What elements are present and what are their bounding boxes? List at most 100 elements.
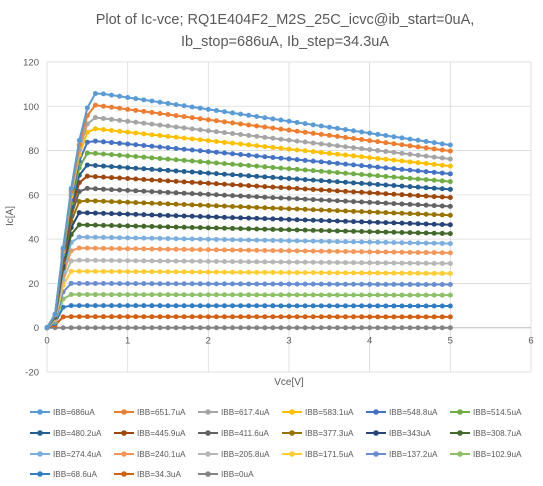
series-14-point-14: [157, 258, 163, 264]
chart-title-line-2: Ib_stop=686uA, Ib_step=34.3uA: [181, 34, 389, 50]
series-7-point-40: [367, 190, 373, 196]
series-7-point-37: [342, 188, 348, 194]
series-12-point-35: [326, 238, 332, 244]
series-6-point-28: [270, 174, 276, 180]
series-9-point-34: [318, 207, 324, 213]
series-19-point-24: [238, 314, 244, 320]
series-0-point-31: [294, 119, 300, 125]
series-20-point-44: [399, 325, 405, 331]
x-tick-label-4: 4: [367, 336, 372, 347]
series-0-point-37: [342, 127, 348, 133]
series-9-point-39: [359, 209, 365, 215]
series-11-point-35: [326, 228, 332, 234]
series-13-point-13: [149, 246, 155, 252]
series-3-point-42: [383, 156, 389, 162]
series-11-point-24: [238, 226, 244, 232]
series-3-point-14: [157, 133, 163, 139]
series-9-point-13: [149, 200, 155, 206]
series-16-point-20: [205, 281, 211, 287]
series-3-point-43: [391, 157, 397, 163]
series-8-point-41: [375, 200, 381, 206]
series-2-point-46: [415, 152, 421, 158]
series-14-point-9: [117, 258, 123, 264]
series-13-point-38: [351, 249, 357, 255]
series-12-point-17: [181, 236, 187, 242]
legend-item-1: IBB=651.7uA: [114, 408, 186, 417]
series-18-point-6: [92, 303, 98, 309]
legend-label-7: IBB=445.9uA: [137, 429, 186, 438]
series-1-point-32: [302, 129, 308, 135]
series-13-point-30: [286, 248, 292, 254]
series-20-point-24: [238, 325, 244, 331]
series-10-point-28: [270, 216, 276, 222]
legend-item-15: IBB=171.5uA: [282, 450, 354, 459]
series-20-point-41: [375, 325, 381, 331]
series-0-point-38: [351, 128, 357, 134]
series-15-point-12: [141, 269, 147, 275]
series-18-point-15: [165, 303, 171, 309]
series-18-point-29: [278, 303, 284, 309]
series-7-point-21: [213, 181, 219, 187]
series-20-point-12: [141, 325, 147, 331]
legend-label-4: IBB=548.8uA: [389, 408, 438, 417]
series-2-point-38: [351, 145, 357, 151]
series-11-point-4: [76, 222, 82, 228]
series-18-point-22: [221, 303, 227, 309]
series-16-point-18: [189, 281, 195, 287]
series-9-point-37: [342, 208, 348, 214]
series-6-point-33: [310, 177, 316, 183]
legend-swatch-marker-16: [373, 451, 379, 457]
series-20-point-19: [197, 325, 203, 331]
series-14-point-24: [238, 259, 244, 265]
series-5-point-25: [246, 163, 252, 169]
series-7-point-5: [84, 173, 90, 179]
series-7-point-48: [431, 194, 437, 200]
series-17: [44, 292, 453, 331]
series-20-point-14: [157, 325, 163, 331]
series-10-point-15: [165, 212, 171, 218]
series-10-point-31: [294, 217, 300, 223]
series-10-point-5: [84, 210, 90, 216]
series-0-point-34: [318, 123, 324, 129]
series-7-point-27: [262, 184, 268, 190]
series-7-point-14: [157, 177, 163, 183]
series-11-point-6: [92, 222, 98, 228]
series-18-point-24: [238, 303, 244, 309]
series-12-point-36: [334, 239, 340, 245]
series-10-point-42: [383, 220, 389, 226]
series-13-point-22: [221, 247, 227, 253]
series-17-point-3: [68, 292, 74, 298]
series-1-point-31: [294, 128, 300, 134]
legend-swatch-marker-8: [205, 430, 211, 436]
series-12-point-7: [100, 234, 106, 240]
series-1-point-45: [407, 143, 413, 149]
series-0-point-20: [205, 106, 211, 112]
series-8-point-44: [399, 201, 405, 207]
series-8-point-8: [109, 187, 115, 193]
series-3-point-19: [197, 137, 203, 143]
series-10-point-27: [262, 216, 268, 222]
series-17-point-14: [157, 292, 163, 298]
series-3-point-26: [254, 143, 260, 149]
series-8-point-20: [205, 191, 211, 197]
series-11-point-11: [133, 223, 139, 229]
series-9-point-18: [189, 202, 195, 208]
series-2-point-37: [342, 144, 348, 150]
series-14-point-20: [205, 258, 211, 264]
series-6-point-36: [334, 179, 340, 185]
series-7-point-11: [133, 176, 139, 182]
series-11-point-16: [173, 224, 179, 230]
series-14-point-12: [141, 258, 147, 264]
y-tick-label-7: 120: [23, 58, 39, 69]
series-7-point-13: [149, 177, 155, 183]
series-16-point-47: [423, 281, 429, 287]
series-19-point-43: [391, 314, 397, 320]
series-18-point-23: [230, 303, 236, 309]
legend-swatch-marker-3: [289, 409, 295, 415]
series-2-point-11: [133, 119, 139, 125]
legend-swatch-marker-1: [121, 409, 127, 415]
series-18-point-18: [189, 303, 195, 309]
series-9-point-50: [447, 212, 453, 218]
series-4-point-9: [117, 140, 123, 146]
series-9-point-7: [100, 198, 106, 204]
